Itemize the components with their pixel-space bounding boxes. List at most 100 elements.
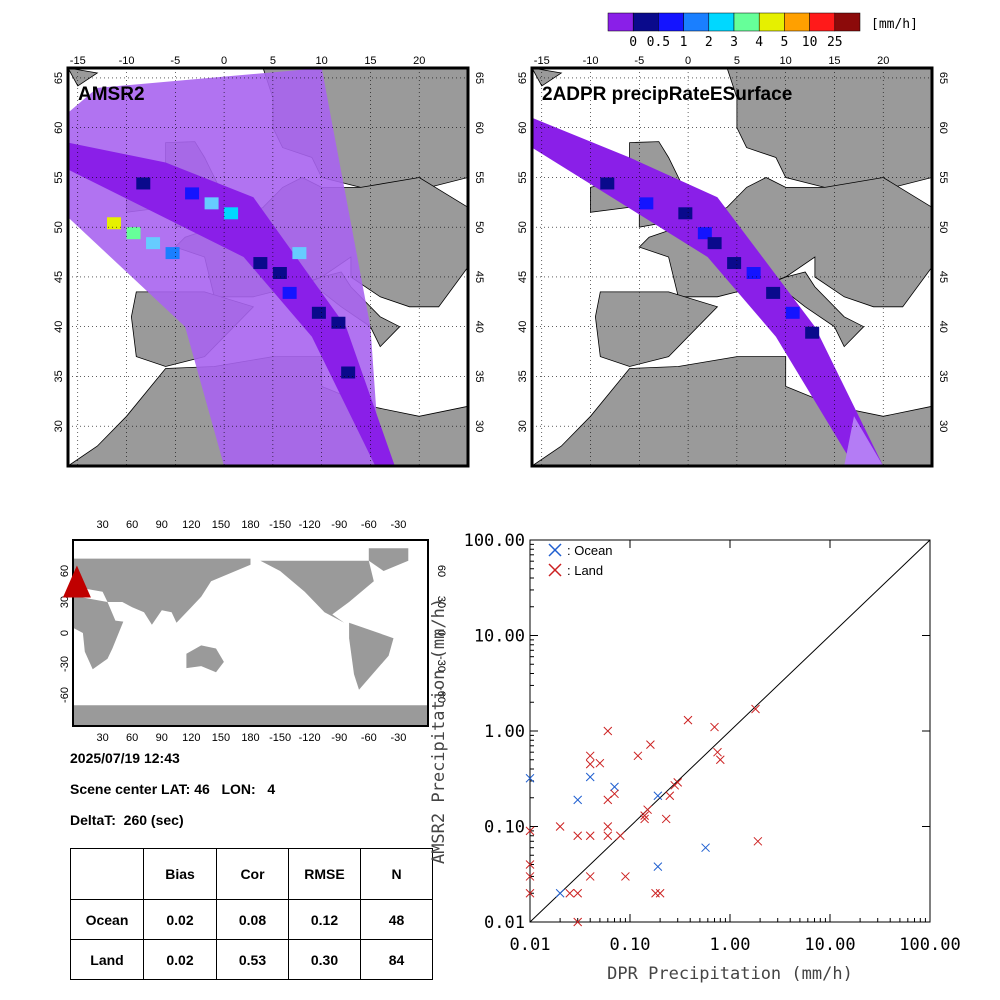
land-mass [67, 67, 99, 87]
world-lon-tick-bottom: 90 [156, 732, 168, 742]
scatter-point [713, 747, 722, 757]
scatter-point [585, 772, 595, 782]
world-lon-tick-top: -30 [390, 519, 406, 531]
scatter-point-stroke [646, 740, 655, 749]
lat-tick-label-right: 55 [473, 171, 485, 183]
scatter-point [710, 722, 719, 732]
scatter-point-stroke [655, 888, 665, 898]
legend-entry: : Land [548, 563, 603, 578]
precip-cell [785, 306, 800, 319]
lon-tick-label-top: 20 [413, 55, 425, 67]
precip-cell [707, 237, 722, 250]
scatter-point-stroke [595, 758, 605, 768]
scatter-point [525, 872, 535, 881]
x-tick-label: 0.01 [510, 935, 551, 955]
world-lon-tick-bottom: 30 [96, 732, 108, 742]
precip-cell [185, 187, 200, 200]
stats-bias-value: 0.02 [143, 899, 217, 940]
colorbar-tick-label: 0.5 [647, 35, 670, 50]
scatter-point [585, 751, 595, 761]
legend-label: : Land [567, 563, 603, 578]
lat-tick-label-left: 30 [517, 420, 529, 432]
one-to-one-line [529, 539, 931, 923]
dpr-precip-band [600, 177, 884, 466]
lat-tick-label-right: 50 [937, 221, 949, 233]
colorbar-swatch [632, 12, 659, 32]
world-land-mass [186, 645, 224, 673]
precip-cell [600, 177, 615, 190]
x-tick-label: 1.00 [710, 935, 751, 955]
scatter-point-stroke [621, 872, 630, 881]
colorbar-tick-labels: 0 0.5 1 2 3 4 5 10 25 [629, 35, 842, 50]
scatter-point [643, 805, 652, 815]
scatter-plot: 0.010.01 0.10 0.10 1.00 1.00 10.00 10.00 100.00… [429, 531, 961, 984]
map-grid [68, 68, 468, 466]
stats-header-row: Bias Cor RMSE N [70, 848, 433, 900]
world-lon-tick-top: 30 [96, 519, 108, 531]
x-tick-label: 10.00 [804, 935, 855, 955]
colorbar-tick-label: 10 [802, 35, 818, 50]
lat-tick-label-right: 40 [937, 321, 949, 333]
world-map-land [73, 540, 428, 726]
precip-cell [746, 267, 761, 279]
world-lon-tick-bottom: -60 [361, 732, 377, 742]
precip-cell [311, 306, 326, 319]
world-lat-tick-left: -60 [59, 687, 71, 703]
world-lon-tick-bottom: -30 [390, 732, 406, 742]
y-tick-label: 1.00 [484, 722, 525, 742]
world-lon-tick-top: 60 [126, 519, 138, 531]
stats-row-label: Land [70, 939, 144, 980]
scatter-point [603, 831, 613, 841]
stats-header-n: N [360, 848, 433, 900]
colorbar-swatch [809, 12, 836, 32]
world-lon-tick-top: 90 [156, 519, 168, 531]
scatter-point [715, 755, 725, 765]
scatter-point [651, 888, 660, 898]
stats-row-land: Land 0.02 0.53 0.30 84 [70, 939, 433, 980]
lat-tick-label-right: 65 [473, 72, 485, 84]
lat-tick-label-left: 40 [517, 321, 529, 333]
scatter-point-stroke [640, 814, 649, 824]
colorbar-swatch [834, 12, 861, 32]
scatter-ticks: 0.010.01 0.10 0.10 1.00 1.00 10.00 10.00 100.00… [464, 531, 961, 955]
lat-tick-label-right: 60 [473, 122, 485, 134]
y-tick-label: 0.01 [484, 913, 525, 933]
colorbar-tick-label: 3 [730, 35, 738, 50]
stats-cor-value: 0.53 [216, 939, 289, 980]
scatter-point [683, 715, 693, 725]
map-tick-labels: -15-15-10-10-5-5005510101515202065656060… [517, 55, 949, 432]
x-axis-label: DPR Precipitation (mm/h) [607, 964, 853, 984]
stats-row-label: Ocean [70, 899, 144, 940]
scatter-point-stroke [525, 773, 535, 783]
land-mass [594, 291, 719, 367]
scatter-point [585, 872, 595, 881]
lon-tick-label-top: 5 [734, 55, 740, 67]
lat-tick-label-right: 50 [473, 221, 485, 233]
precip-cell [292, 247, 307, 260]
lat-tick-label-left: 65 [517, 72, 529, 84]
world-lat-tick-right: 0 [435, 630, 447, 636]
world-map-frame [72, 539, 429, 727]
world-map-tick-labels: 30 30 60 60 90 90 120 120 150 150 180 180 -150 -150 -1… [59, 519, 447, 742]
colorbar-tick-label: 5 [780, 35, 788, 50]
world-lon-tick-bottom: -150 [269, 732, 291, 742]
scatter-point [615, 831, 625, 841]
scatter-point-stroke [573, 795, 583, 805]
precip-cell [272, 267, 287, 279]
precip-band [68, 142, 395, 466]
lon-tick-label-top: 0 [685, 55, 691, 67]
dpr-map-panel: -15-15-10-10-5-5005510101515202065656060… [517, 55, 949, 468]
world-land-mass [368, 548, 409, 571]
colorbar-swatch [658, 12, 684, 32]
scatter-point-stroke [525, 860, 535, 869]
world-lat-tick-right: 30 [435, 596, 447, 608]
lat-tick-label-right: 55 [937, 171, 949, 183]
scatter-point [525, 888, 535, 898]
scene-center: Scene center LAT: 46 LON: 4 [70, 781, 276, 797]
world-lon-tick-top: -120 [299, 519, 321, 531]
stats-header-bias: Bias [143, 848, 217, 900]
stats-header-empty [70, 848, 144, 900]
scatter-legend: : Ocean: Land [548, 543, 613, 578]
scatter-point [653, 791, 663, 801]
scatter-point [610, 782, 619, 792]
